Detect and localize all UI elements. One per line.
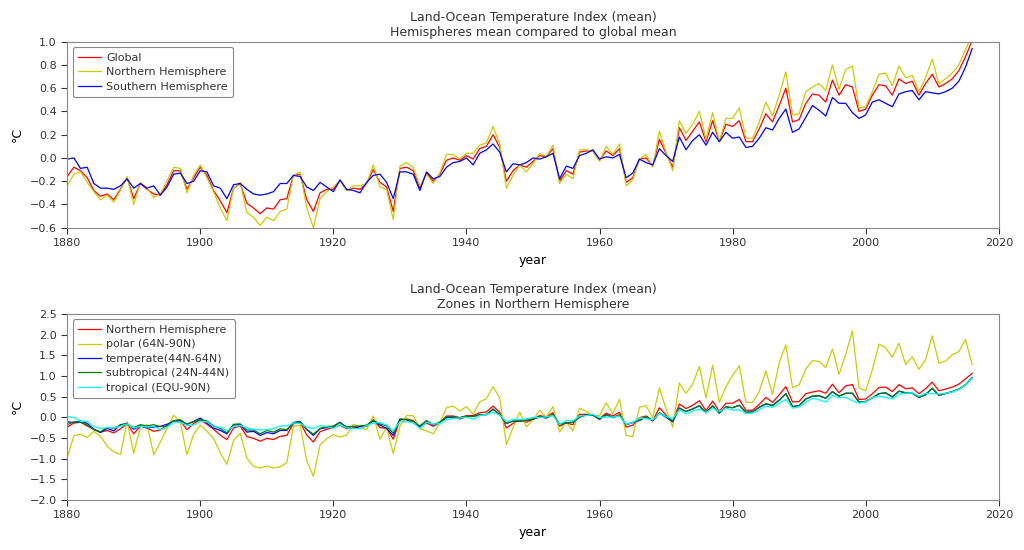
Global <box>627 174 639 181</box>
Global <box>61 173 74 180</box>
polar (64N-90N) <box>766 391 778 398</box>
Northern Hemisphere <box>966 31 978 38</box>
Northern Hemisphere <box>766 399 778 406</box>
Northern Hemisphere <box>187 420 200 427</box>
Northern Hemisphere <box>381 425 393 432</box>
Legend: Northern Hemisphere, polar (64N-90N), temperate(44N-64N), subtropical (24N-44N),: Northern Hemisphere, polar (64N-90N), te… <box>73 320 234 398</box>
Line: Global: Global <box>68 41 972 214</box>
tropical (EQU-90N) <box>467 416 479 422</box>
Y-axis label: °C: °C <box>11 127 25 142</box>
polar (64N-90N) <box>966 361 978 368</box>
polar (64N-90N) <box>400 412 413 419</box>
polar (64N-90N) <box>627 433 639 440</box>
Northern Hemisphere <box>307 439 319 446</box>
Line: polar (64N-90N): polar (64N-90N) <box>68 331 972 476</box>
subtropical (24N-44N) <box>61 421 74 428</box>
polar (64N-90N) <box>61 454 74 461</box>
Global <box>467 156 479 162</box>
Northern Hemisphere <box>307 224 319 231</box>
Southern Hemisphere <box>966 45 978 52</box>
Northern Hemisphere <box>966 370 978 377</box>
Line: Southern Hemisphere: Southern Hemisphere <box>68 48 972 199</box>
X-axis label: year: year <box>519 254 547 267</box>
tropical (EQU-90N) <box>766 404 778 411</box>
Southern Hemisphere <box>627 170 639 177</box>
Northern Hemisphere <box>467 412 479 419</box>
tropical (EQU-90N) <box>187 422 200 428</box>
Southern Hemisphere <box>766 126 778 133</box>
Legend: Global, Northern Hemisphere, Southern Hemisphere: Global, Northern Hemisphere, Southern He… <box>73 47 233 97</box>
Northern Hemisphere <box>467 150 479 157</box>
polar (64N-90N) <box>381 424 393 431</box>
temperate(44N-64N) <box>766 402 778 409</box>
subtropical (24N-44N) <box>627 419 639 426</box>
tropical (EQU-90N) <box>221 427 233 434</box>
Northern Hemisphere <box>61 424 74 431</box>
Northern Hemisphere <box>400 416 413 422</box>
Southern Hemisphere <box>221 195 233 202</box>
temperate(44N-64N) <box>254 432 266 439</box>
Title: Land-Ocean Temperature Index (mean)
Zones in Northern Hemisphere: Land-Ocean Temperature Index (mean) Zone… <box>410 283 656 311</box>
subtropical (24N-44N) <box>467 413 479 420</box>
polar (64N-90N) <box>467 411 479 417</box>
Title: Land-Ocean Temperature Index (mean)
Hemispheres mean compared to global mean: Land-Ocean Temperature Index (mean) Hemi… <box>390 11 676 39</box>
Southern Hemisphere <box>400 169 413 175</box>
Northern Hemisphere <box>187 172 200 179</box>
Line: temperate(44N-64N): temperate(44N-64N) <box>68 377 972 436</box>
tropical (EQU-90N) <box>400 419 413 425</box>
Northern Hemisphere <box>61 183 74 189</box>
subtropical (24N-44N) <box>766 403 778 409</box>
Northern Hemisphere <box>627 177 639 183</box>
Line: tropical (EQU-90N): tropical (EQU-90N) <box>68 378 972 431</box>
Northern Hemisphere <box>400 160 413 166</box>
Northern Hemisphere <box>766 113 778 119</box>
temperate(44N-64N) <box>61 419 74 425</box>
Line: Northern Hemisphere: Northern Hemisphere <box>68 35 972 228</box>
temperate(44N-64N) <box>400 416 413 423</box>
Global <box>187 174 200 181</box>
polar (64N-90N) <box>187 431 200 437</box>
Global <box>400 164 413 170</box>
Global <box>254 211 266 217</box>
tropical (EQU-90N) <box>627 419 639 426</box>
Northern Hemisphere <box>381 186 393 192</box>
subtropical (24N-44N) <box>400 416 413 423</box>
X-axis label: year: year <box>519 526 547 539</box>
tropical (EQU-90N) <box>61 413 74 420</box>
subtropical (24N-44N) <box>381 422 393 429</box>
subtropical (24N-44N) <box>187 419 200 425</box>
Y-axis label: °C: °C <box>11 399 25 415</box>
Global <box>381 184 393 190</box>
Southern Hemisphere <box>467 162 479 168</box>
temperate(44N-64N) <box>966 374 978 381</box>
Southern Hemisphere <box>61 156 74 162</box>
tropical (EQU-90N) <box>381 422 393 428</box>
polar (64N-90N) <box>846 328 858 334</box>
Southern Hemisphere <box>187 178 200 184</box>
temperate(44N-64N) <box>381 425 393 432</box>
temperate(44N-64N) <box>627 419 639 426</box>
subtropical (24N-44N) <box>307 431 319 437</box>
Global <box>966 37 978 44</box>
Line: Northern Hemisphere: Northern Hemisphere <box>68 373 972 442</box>
Global <box>766 119 778 125</box>
Line: subtropical (24N-44N): subtropical (24N-44N) <box>68 377 972 434</box>
temperate(44N-64N) <box>187 418 200 425</box>
tropical (EQU-90N) <box>966 375 978 381</box>
subtropical (24N-44N) <box>966 374 978 381</box>
temperate(44N-64N) <box>467 413 479 420</box>
polar (64N-90N) <box>307 473 319 480</box>
Northern Hemisphere <box>627 422 639 428</box>
Southern Hemisphere <box>381 179 393 186</box>
